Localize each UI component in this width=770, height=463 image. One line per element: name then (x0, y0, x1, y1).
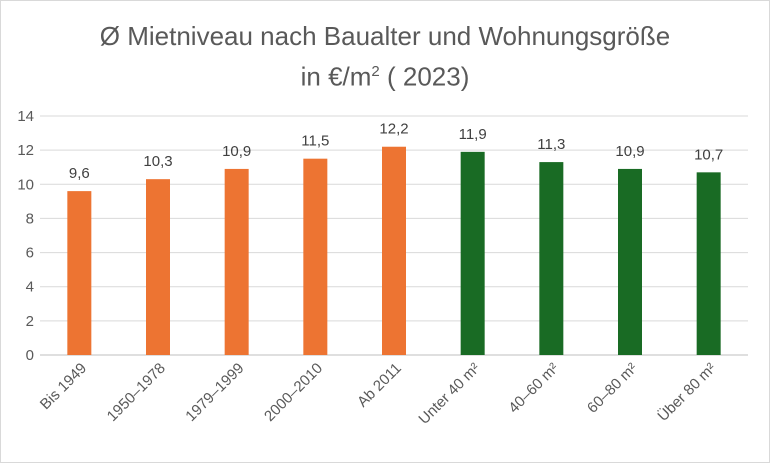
bar (67, 191, 92, 355)
x-tick-label: Ab 2011 (354, 360, 405, 411)
x-tick-label: 1979–1999 (182, 360, 247, 425)
x-tick-label: 2000–2010 (261, 360, 326, 425)
chart-title: Ø Mietniveau nach Baualter und Wohnungsg… (0, 18, 770, 95)
data-label: 10,9 (615, 143, 644, 160)
chart-title-line1: Ø Mietniveau nach Baualter und Wohnungsg… (99, 21, 671, 51)
data-label: 9,6 (69, 165, 90, 182)
bar (224, 168, 249, 355)
y-tick-label: 2 (26, 313, 34, 330)
x-tick-label: 1950–1978 (104, 360, 169, 425)
x-tick-label: Über 80 m² (654, 359, 720, 425)
y-tick-label: 4 (26, 279, 34, 296)
data-label: 11,3 (537, 136, 565, 153)
y-tick-label: 10 (17, 176, 34, 193)
data-labels: 9,6 10,3 10,9 11,5 12,2 11,9 11,3 10,9 10,7 (69, 121, 723, 182)
bar (146, 179, 170, 355)
data-label: 11,5 (301, 133, 329, 150)
chart-title-line2: in €/m2 ( 2023) (0, 54, 770, 95)
x-tick-label: 40–60 m² (505, 360, 562, 417)
y-tick-label: 6 (26, 245, 34, 262)
y-tick-label: 0 (26, 347, 34, 364)
y-tick-label: 14 (17, 108, 34, 125)
data-label: 12,2 (379, 121, 408, 138)
data-label: 10,9 (222, 143, 251, 160)
title-unit-prefix: in €/m (300, 61, 372, 92)
x-axis-tick-labels: Bis 1949 1950–1978 1979–1999 2000–2010 Ab 20… (37, 359, 720, 428)
x-tick-label: Bis 1949 (37, 360, 90, 413)
bar (382, 146, 406, 355)
bar (618, 168, 642, 355)
y-tick-label: 12 (17, 142, 34, 159)
bar (539, 162, 564, 355)
bar (696, 172, 721, 355)
title-unit-superscript: 2 (371, 63, 380, 80)
title-year: ( 2023) (379, 61, 470, 92)
data-label: 11,9 (459, 126, 487, 143)
data-label: 10,7 (694, 146, 723, 163)
bar (303, 158, 328, 355)
x-tick-label: Unter 40 m² (415, 360, 483, 428)
x-tick-label: 60–80 m² (584, 360, 641, 417)
bar (460, 151, 485, 355)
y-axis-tick-labels: 0 2 4 6 8 10 12 14 (17, 108, 34, 364)
y-tick-label: 8 (26, 210, 34, 227)
data-label: 10,3 (143, 153, 172, 170)
bars (67, 146, 721, 355)
